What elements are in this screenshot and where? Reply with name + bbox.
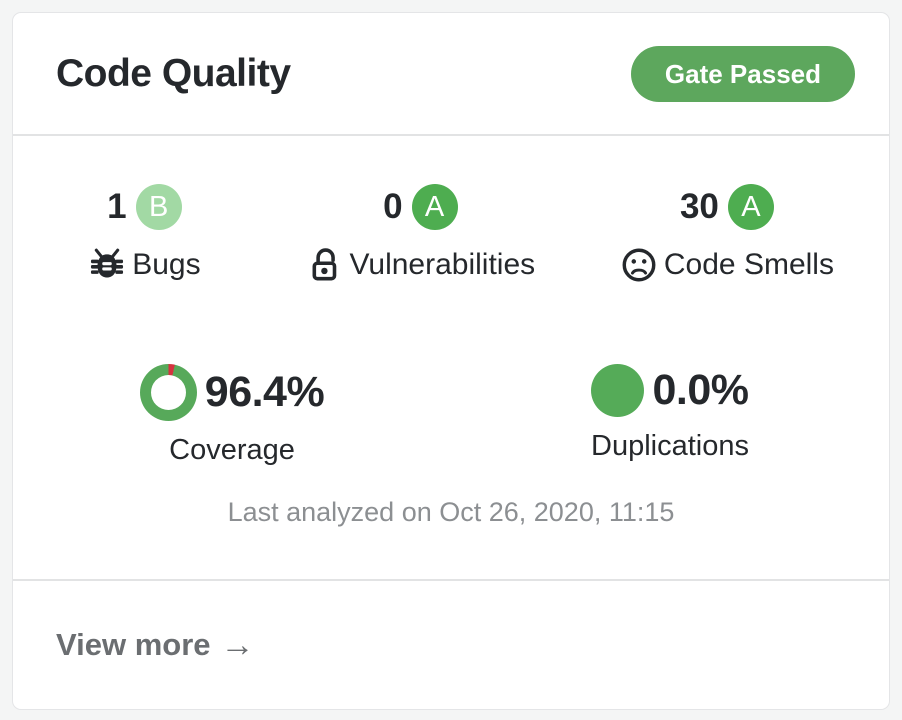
bug-icon [91, 248, 124, 278]
metric-bugs: 1 B [13, 182, 276, 284]
code-smells-label: Code Smells [663, 248, 834, 281]
vulnerabilities-count: 0 [383, 187, 403, 226]
bugs-label: Bugs [132, 248, 201, 281]
code-quality-card: Code Quality Gate Passed 1 B [12, 12, 890, 710]
duplications-top: 0.0% [591, 364, 749, 417]
card-content: 1 B [13, 136, 889, 579]
duplications-circle [591, 364, 645, 417]
coverage-donut [139, 364, 197, 421]
coverage-label: Coverage [169, 434, 295, 466]
vulnerabilities-rating-badge: A [411, 184, 458, 230]
card-header: Code Quality Gate Passed [13, 13, 889, 136]
quality-gate-status-badge: Gate Passed [630, 45, 855, 102]
metric-bugs-top: 1 B [107, 182, 182, 232]
arrow-right-icon: → [220, 626, 255, 664]
view-more-link[interactable]: View more → [56, 627, 255, 663]
duplications-value: 0.0% [652, 366, 749, 414]
view-more-label: View more [56, 627, 211, 662]
coverage-block: 96.4% Coverage [13, 364, 451, 467]
metric-code-smells-top: 30 A [680, 182, 774, 232]
metrics-row: 1 B [13, 182, 889, 284]
code-smells-count: 30 [679, 187, 719, 226]
card-footer: View more → [13, 579, 889, 709]
metric-vulnerabilities-top: 0 A [383, 182, 458, 232]
vulnerabilities-label: Vulnerabilities [349, 248, 536, 281]
ratio-row: 96.4% Coverage 0.0% Duplications [13, 364, 889, 467]
duplications-block: 0.0% Duplications [451, 364, 889, 467]
bugs-rating-badge: B [135, 184, 182, 230]
code-smells-rating-badge: A [727, 184, 774, 230]
lock-icon [312, 248, 336, 281]
sad-face-icon [622, 248, 656, 282]
duplications-label: Duplications [591, 430, 749, 462]
coverage-value: 96.4% [204, 368, 325, 416]
page-title: Code Quality [56, 51, 291, 95]
metric-bugs-label-row: Bugs [88, 246, 201, 284]
bugs-count: 1 [107, 187, 127, 226]
metric-vulnerabilities: 0 A Vulnerabilities [276, 182, 565, 284]
metric-code-smells: 30 A Code Smells [565, 182, 889, 284]
metric-code-smells-label-row: Code Smells [620, 246, 834, 284]
last-analyzed-text: Last analyzed on Oct 26, 2020, 11:15 [227, 497, 675, 527]
metric-vulnerabilities-label-row: Vulnerabilities [306, 246, 536, 284]
coverage-top: 96.4% [139, 364, 325, 421]
